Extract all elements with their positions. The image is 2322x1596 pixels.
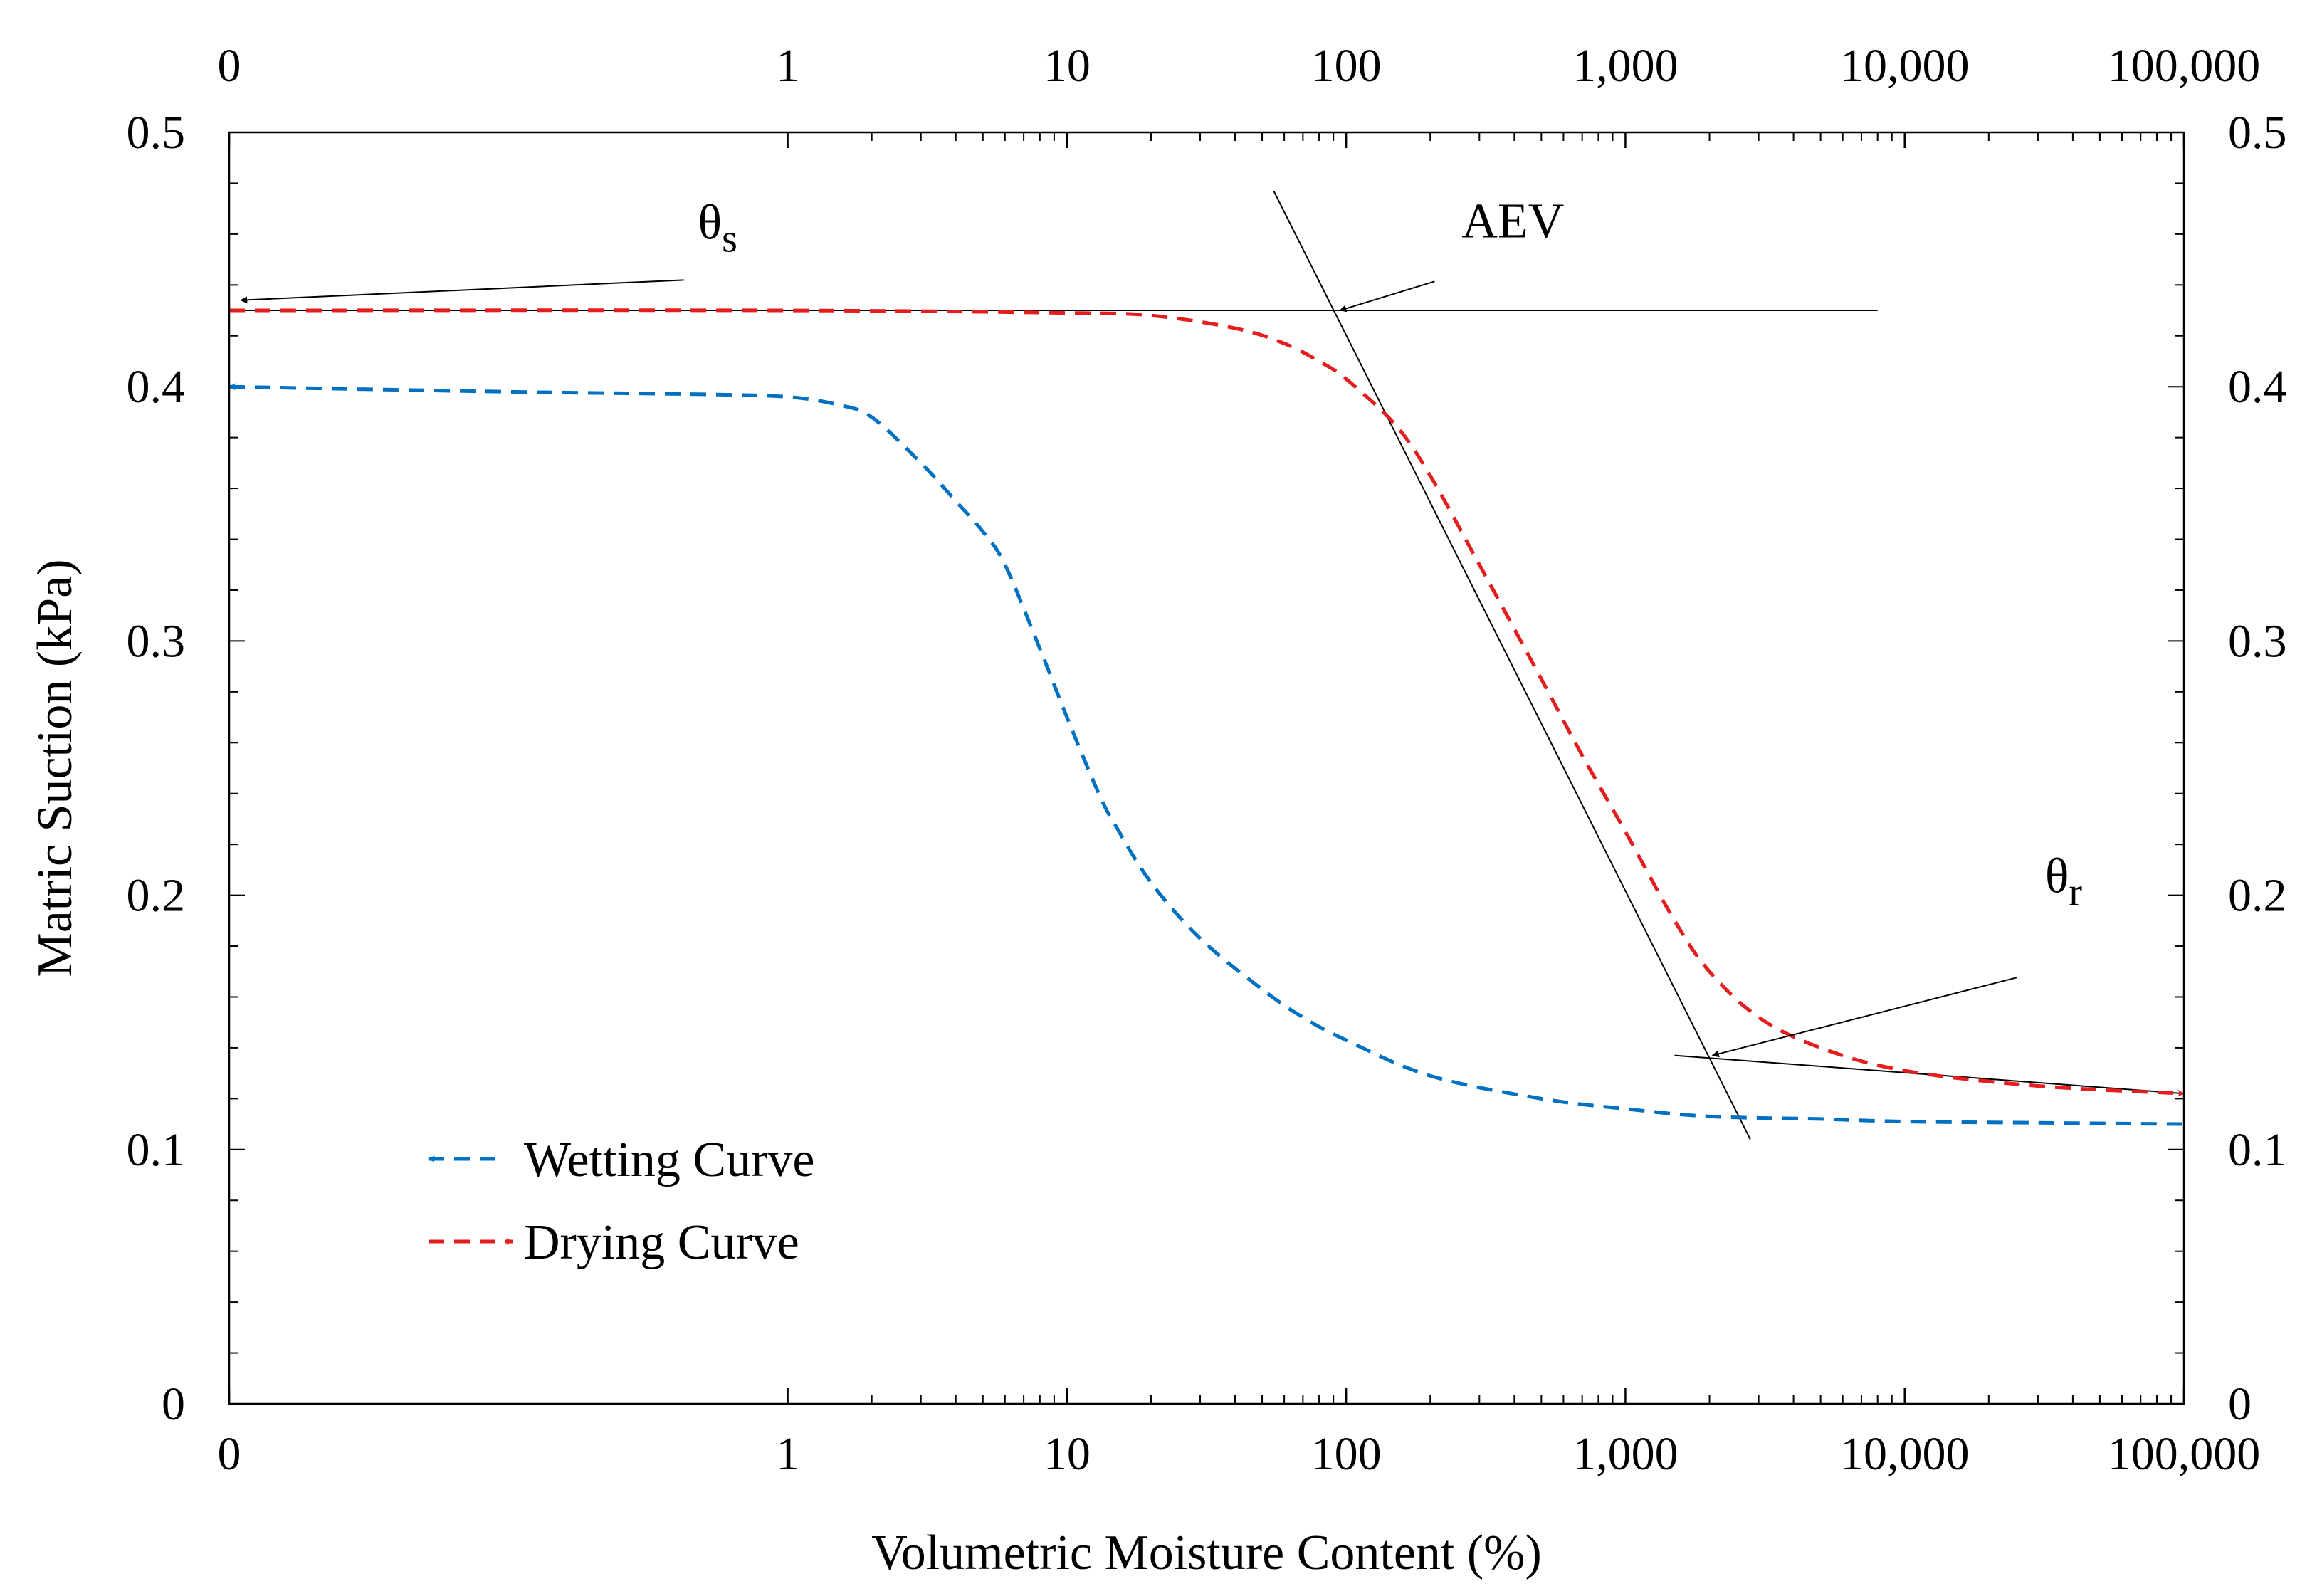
y-tick-label-right: 0.2 xyxy=(2228,870,2287,922)
y-tick-label-right: 0.5 xyxy=(2228,107,2287,159)
axis-ticks xyxy=(228,132,2185,1405)
x-tick-label-top: 100,000 xyxy=(2108,40,2261,92)
legend-wetting-label: Wetting Curve xyxy=(524,1133,814,1187)
y-tick-label-left: 0.3 xyxy=(127,615,186,667)
annotation-theta_s: θs xyxy=(698,195,737,261)
y-tick-label-left: 0 xyxy=(162,1378,185,1430)
x-tick-label-bottom: 10,000 xyxy=(1840,1428,1970,1480)
annotation-leader-theta_s xyxy=(240,279,684,304)
annotation-theta_r: θr xyxy=(2045,849,2083,914)
y-tick-label-left: 0.1 xyxy=(127,1124,186,1176)
drying-curve xyxy=(228,308,2185,1097)
x-axis-title: Volumetric Moisture Content (%) xyxy=(871,1526,1542,1580)
aev-tangent-line xyxy=(1273,190,1751,1140)
annotations: θs AEV θr xyxy=(240,194,2083,1058)
legend-drying-label: Drying Curve xyxy=(524,1215,799,1270)
x-tick-label-bottom: 0 xyxy=(218,1428,241,1480)
annotation-aev: AEV xyxy=(1461,194,1564,248)
x-tick-label-top: 100 xyxy=(1311,40,1382,92)
data-series xyxy=(228,308,2185,1126)
legend: Wetting Curve Drying Curve xyxy=(428,1133,814,1270)
x-tick-label-bottom: 100 xyxy=(1311,1428,1382,1480)
x-tick-label-bottom: 1,000 xyxy=(1572,1428,1679,1480)
x-tick-label-top: 1,000 xyxy=(1572,40,1679,92)
plot-area-frame xyxy=(228,131,2185,1405)
wetting-curve xyxy=(228,383,2185,1126)
x-tick-label-bottom: 10 xyxy=(1044,1428,1091,1480)
y-tick-label-left: 0.4 xyxy=(127,361,186,413)
guide-lines xyxy=(229,190,2185,1140)
y-tick-label-left: 0.5 xyxy=(127,107,186,159)
y-tick-label-left: 0.2 xyxy=(127,870,186,922)
tick-labels: 001110101001001,0001,00010,00010,000100,… xyxy=(127,40,2287,1480)
x-tick-label-bottom: 100,000 xyxy=(2108,1428,2261,1480)
annotation-leader-theta_r xyxy=(1711,977,2017,1058)
x-tick-label-top: 10,000 xyxy=(1840,40,1970,92)
y-tick-label-right: 0 xyxy=(2228,1378,2252,1430)
x-tick-label-top: 0 xyxy=(218,40,241,92)
x-tick-label-bottom: 1 xyxy=(776,1428,799,1480)
annotation-leader-aev xyxy=(1339,280,1435,313)
x-tick-label-top: 10 xyxy=(1044,40,1091,92)
y-axis-title: Matric Suction (kPa) xyxy=(28,559,83,977)
x-tick-label-top: 1 xyxy=(776,40,799,92)
y-tick-label-right: 0.4 xyxy=(2228,361,2287,413)
y-tick-label-right: 0.3 xyxy=(2228,615,2287,667)
y-tick-label-right: 0.1 xyxy=(2228,1124,2287,1176)
